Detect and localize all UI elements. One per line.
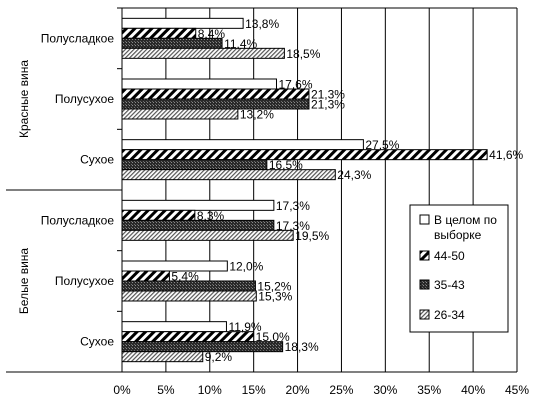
category-label: Полусухое xyxy=(55,274,114,288)
data-label: 17,3% xyxy=(276,219,310,233)
x-tick-label: 5% xyxy=(157,383,175,397)
bar xyxy=(121,149,488,161)
bar xyxy=(121,78,277,90)
x-tick-label: 20% xyxy=(286,383,310,397)
x-tick-label: 30% xyxy=(373,383,397,397)
data-label: 11,9% xyxy=(228,320,261,334)
bar xyxy=(121,108,239,120)
data-label: 15,3% xyxy=(258,290,292,304)
data-label: 17,3% xyxy=(276,199,310,213)
x-tick-label: 45% xyxy=(505,383,529,397)
legend-label: 44-50 xyxy=(434,249,465,263)
group-label: Белые вина xyxy=(17,248,31,314)
group-label: Красные вина xyxy=(17,60,31,138)
x-tick-label: 0% xyxy=(113,383,131,397)
data-label: 12,0% xyxy=(229,260,263,274)
data-label: 8,3% xyxy=(197,209,225,223)
legend-label: 26-34 xyxy=(434,308,465,322)
data-label: 19,5% xyxy=(295,229,329,243)
gridlines xyxy=(165,8,518,372)
x-tick-label: 25% xyxy=(329,383,353,397)
bar xyxy=(121,229,294,241)
category-label: Сухое xyxy=(80,153,114,167)
data-label: 17,6% xyxy=(278,78,312,92)
x-tick-label: 15% xyxy=(242,383,266,397)
category-label: Сухое xyxy=(80,335,114,349)
bar xyxy=(121,27,197,39)
data-label: 13,8% xyxy=(245,17,279,31)
bar xyxy=(121,351,204,363)
data-label: 5,4% xyxy=(171,270,199,284)
bar xyxy=(121,321,227,333)
data-labels: 13,8%8,4%11,4%18,5%17,6%21,3%21,3%13,2%2… xyxy=(171,17,523,364)
category-label: Полусладкое xyxy=(41,31,115,45)
data-label: 15,2% xyxy=(257,280,291,294)
data-label: 13,2% xyxy=(240,108,274,122)
x-tick-label: 35% xyxy=(417,383,441,397)
data-label: 15,0% xyxy=(256,330,290,344)
data-label: 27,5% xyxy=(365,138,399,152)
data-label: 21,3% xyxy=(311,98,345,112)
bars xyxy=(121,17,488,363)
data-label: 16,5% xyxy=(269,158,303,172)
data-label: 8,4% xyxy=(198,27,226,41)
legend-swatch xyxy=(419,250,430,261)
data-label: 41,6% xyxy=(489,148,523,162)
data-label: 18,3% xyxy=(285,340,319,354)
category-label: Полусладкое xyxy=(41,213,115,227)
bar xyxy=(121,209,196,221)
bar xyxy=(121,290,257,302)
legend-label: выборке xyxy=(434,228,482,242)
bar xyxy=(121,139,364,151)
bar xyxy=(121,98,310,110)
legend-label: В целом по xyxy=(434,213,497,227)
bar xyxy=(121,47,285,59)
x-tick-label: 10% xyxy=(198,383,222,397)
bar xyxy=(121,169,336,181)
category-label: Полусухое xyxy=(55,92,114,106)
bar xyxy=(121,159,268,171)
data-label: 9,2% xyxy=(205,350,233,364)
data-label: 18,5% xyxy=(286,47,320,61)
legend-swatch xyxy=(419,214,430,225)
axes: 0% 5% 10% 15% 20% 25% 30% 35% 40% 45% Полусладкое П… xyxy=(6,7,529,397)
x-tick-label: 40% xyxy=(461,383,485,397)
data-label: 11,4% xyxy=(224,37,257,51)
data-label: 21,3% xyxy=(311,88,345,102)
legend-swatch xyxy=(419,279,430,290)
bar xyxy=(121,270,170,282)
legend-swatch xyxy=(419,309,430,320)
legend-label: 35-43 xyxy=(434,278,465,292)
bar xyxy=(121,199,275,211)
data-label: 24,3% xyxy=(337,168,371,182)
bar xyxy=(121,260,228,272)
